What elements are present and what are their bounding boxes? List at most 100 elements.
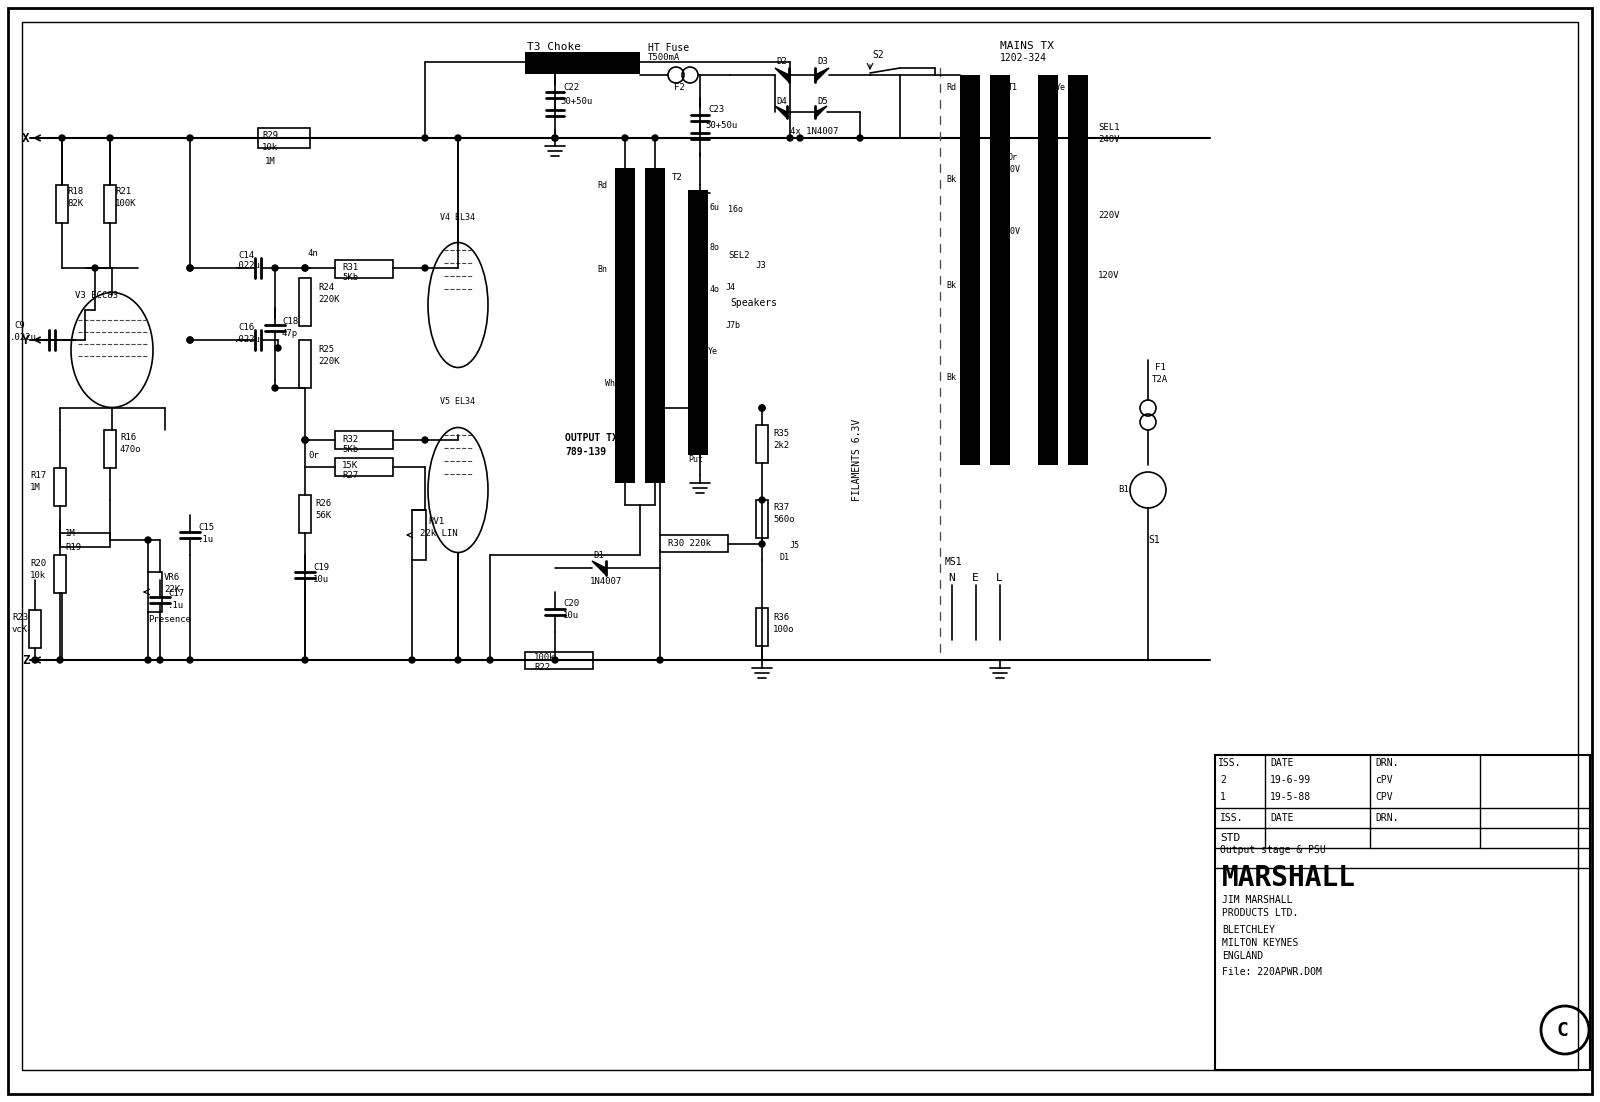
Text: 50+50u: 50+50u	[706, 121, 738, 130]
Circle shape	[552, 60, 558, 65]
Text: Rd: Rd	[946, 84, 957, 93]
Text: 789-139: 789-139	[565, 447, 606, 457]
Text: R20: R20	[30, 559, 46, 568]
Text: 15K: 15K	[342, 461, 358, 469]
Text: R17: R17	[30, 472, 46, 480]
Bar	[54, 468, 66, 506]
Bar	[104, 430, 115, 468]
Text: BLETCHLEY: BLETCHLEY	[1222, 925, 1275, 934]
Text: J3: J3	[755, 260, 766, 270]
Text: N: N	[947, 573, 955, 583]
Text: 6u: 6u	[710, 204, 720, 213]
Circle shape	[422, 136, 429, 141]
Circle shape	[658, 657, 662, 663]
Text: PRODUCTS LTD.: PRODUCTS LTD.	[1222, 908, 1298, 918]
Text: F2: F2	[674, 84, 685, 93]
Text: JIM MARSHALL: JIM MARSHALL	[1222, 895, 1293, 905]
Text: V5 EL34: V5 EL34	[440, 398, 475, 407]
Text: .1u: .1u	[198, 536, 214, 544]
Text: D1: D1	[781, 553, 790, 562]
Text: T500mA: T500mA	[648, 54, 680, 63]
Text: 220V: 220V	[1000, 227, 1021, 237]
Text: S2: S2	[872, 50, 883, 60]
Polygon shape	[814, 106, 827, 118]
Text: D3: D3	[818, 57, 827, 66]
Text: 1M: 1M	[266, 158, 275, 166]
Text: 19-5-88: 19-5-88	[1270, 792, 1310, 802]
Text: C23: C23	[707, 106, 725, 115]
Polygon shape	[814, 68, 829, 82]
Text: 22k LIN: 22k LIN	[419, 529, 458, 539]
Text: R19: R19	[66, 543, 82, 552]
Text: 220K: 220K	[318, 357, 339, 367]
Text: 82K: 82K	[67, 199, 83, 208]
Bar	[614, 168, 635, 483]
Text: 10k: 10k	[30, 571, 46, 580]
Text: Ye: Ye	[1056, 84, 1066, 93]
Bar	[334, 260, 394, 278]
Circle shape	[59, 136, 66, 141]
Text: 50+50u: 50+50u	[560, 97, 592, 107]
Text: 470o: 470o	[120, 445, 141, 454]
Circle shape	[187, 337, 194, 343]
Bar	[334, 458, 394, 476]
Circle shape	[58, 657, 62, 663]
Circle shape	[275, 345, 282, 352]
Circle shape	[422, 437, 429, 443]
Text: Bk: Bk	[946, 281, 957, 290]
Text: 10k: 10k	[262, 143, 278, 152]
Circle shape	[187, 264, 194, 271]
Bar	[688, 190, 707, 455]
Text: C18: C18	[282, 317, 298, 326]
Text: V3 ECC83: V3 ECC83	[75, 292, 118, 301]
Text: Y: Y	[22, 334, 29, 346]
Text: R31: R31	[342, 263, 358, 272]
Text: SEL2: SEL2	[728, 250, 749, 259]
Text: Ye: Ye	[707, 347, 718, 357]
Text: R37: R37	[773, 504, 789, 512]
Text: 120V: 120V	[1098, 270, 1120, 280]
Text: B1: B1	[1118, 486, 1128, 495]
Circle shape	[552, 136, 558, 141]
Circle shape	[107, 136, 114, 141]
Text: 100o: 100o	[773, 625, 795, 634]
Text: 5Kb: 5Kb	[342, 273, 358, 282]
Text: DRN.: DRN.	[1374, 758, 1398, 768]
Circle shape	[272, 385, 278, 391]
Text: 100K: 100K	[115, 199, 136, 208]
Circle shape	[552, 60, 558, 65]
Bar	[29, 611, 42, 648]
Circle shape	[302, 437, 307, 443]
Text: 19-6-99: 19-6-99	[1270, 775, 1310, 785]
Bar	[54, 555, 66, 593]
Circle shape	[302, 264, 307, 271]
Text: C: C	[1555, 1020, 1568, 1039]
Bar	[757, 608, 768, 646]
Text: Rd: Rd	[597, 181, 606, 190]
Text: VR6: VR6	[165, 573, 181, 583]
Bar	[56, 185, 67, 223]
Text: 1: 1	[1221, 792, 1226, 802]
Text: Gn: Gn	[688, 260, 698, 270]
Text: Bn: Bn	[597, 266, 606, 274]
Text: Or: Or	[1008, 153, 1018, 162]
Bar	[960, 75, 979, 465]
Text: RV1: RV1	[429, 518, 445, 527]
Polygon shape	[774, 106, 787, 118]
Text: .1u: .1u	[168, 602, 184, 611]
Circle shape	[758, 497, 765, 503]
Text: C19: C19	[314, 562, 330, 572]
Text: File: 220APWR.DOM: File: 220APWR.DOM	[1222, 966, 1322, 977]
Circle shape	[758, 541, 765, 547]
Text: Presence: Presence	[147, 616, 190, 625]
Text: R36: R36	[773, 613, 789, 622]
Bar	[645, 168, 666, 483]
Bar	[1214, 755, 1590, 1070]
Text: R18: R18	[67, 187, 83, 196]
Text: R30 220k: R30 220k	[669, 539, 710, 548]
Text: 560o: 560o	[773, 516, 795, 525]
Text: L: L	[995, 573, 1003, 583]
Text: R26: R26	[315, 498, 331, 508]
Circle shape	[758, 406, 765, 411]
Polygon shape	[592, 561, 606, 575]
